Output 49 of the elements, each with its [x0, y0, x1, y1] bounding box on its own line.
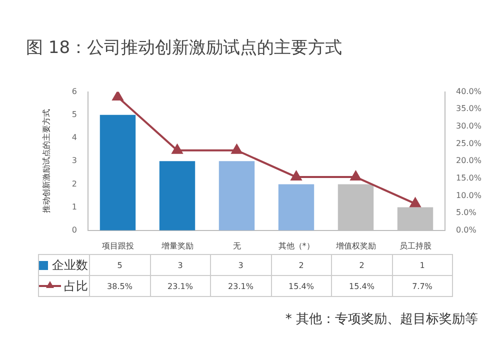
- data-label: 23.1%: [150, 276, 210, 296]
- data-label: 15.4%: [332, 276, 392, 296]
- point: [350, 171, 362, 181]
- data-label: 3: [210, 254, 271, 276]
- y-tick-label: 1: [72, 202, 77, 212]
- bar: [159, 161, 196, 230]
- legend-label: 企业数: [52, 258, 88, 272]
- bar: [218, 161, 255, 230]
- y2-tick-label: 10.0%: [456, 190, 482, 200]
- data-label: 38.5%: [90, 276, 150, 296]
- data-label: 3: [150, 254, 210, 276]
- y2-tick-label: 35.0%: [456, 104, 482, 114]
- y2-tick-label: 30.0%: [456, 122, 482, 131]
- y2-tick-label: 5.0%: [456, 208, 477, 218]
- x-tick-label: 增量奖励: [160, 241, 194, 250]
- x-tick-label: 项目跟投: [102, 241, 134, 250]
- bar: [278, 184, 314, 230]
- y-axis-title: 推动创新激励试点的主要方式: [42, 109, 51, 214]
- point: [410, 198, 421, 208]
- y2-tick-label: 0.0%: [456, 225, 477, 234]
- point: [112, 92, 124, 100]
- y-tick-label: 2: [72, 179, 77, 188]
- x-tick-label: 无: [232, 241, 241, 250]
- data-label: 2: [271, 254, 332, 276]
- x-tick-label: 其他（*）: [278, 241, 314, 250]
- point: [231, 144, 242, 154]
- y2-tick-label: 25.0%: [456, 138, 482, 148]
- point: [172, 144, 183, 154]
- y-tick-label: 4: [72, 133, 77, 142]
- data-label: 2: [332, 254, 392, 276]
- y2-tick-label: 15.0%: [456, 174, 482, 183]
- data-label: 5: [90, 254, 150, 276]
- data-label: 15.4%: [271, 276, 332, 296]
- point: [290, 171, 302, 181]
- x-tick-label: 员工持股: [399, 241, 432, 250]
- y2-tick-label: 20.0%: [456, 156, 482, 166]
- y-tick-label: 5: [72, 110, 77, 119]
- y-tick-label: 6: [72, 86, 77, 96]
- x-tick-label: 增值权奖励: [334, 241, 376, 250]
- data-label: 1: [392, 254, 452, 276]
- legend-label: 占比: [64, 278, 88, 292]
- data-label: 7.7%: [392, 276, 452, 296]
- bar: [100, 114, 136, 230]
- data-label: 23.1%: [210, 276, 271, 296]
- chart-title: 图 18：公司推动创新激励试点的主要方式: [26, 37, 342, 59]
- text: * 其他：专项奖励、超目标奖励等: [285, 311, 478, 328]
- y-tick-label: 0: [72, 225, 77, 234]
- y2-tick-label: 40.0%: [456, 86, 482, 96]
- y-tick-label: 3: [72, 156, 77, 166]
